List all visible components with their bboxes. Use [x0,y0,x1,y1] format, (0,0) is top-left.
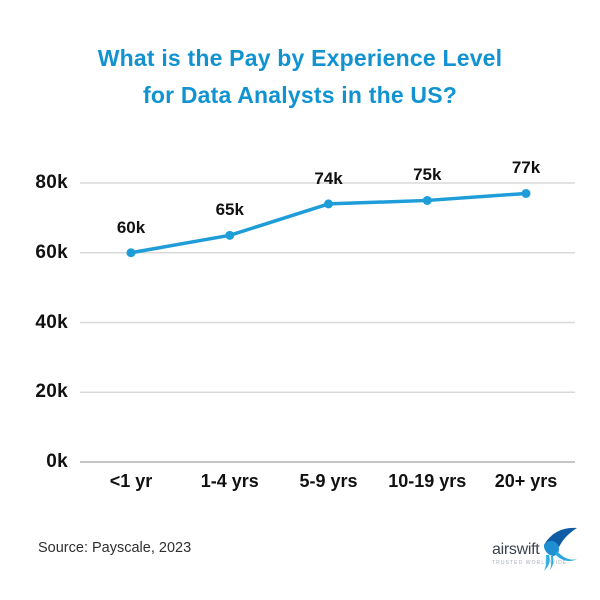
data-point-label: 75k [413,165,442,185]
data-point [225,230,235,240]
x-tick-label: 1-4 yrs [200,471,259,491]
y-tick-label: 80k [35,172,68,193]
data-point-label: 65k [215,200,244,220]
data-point [126,248,136,258]
bird-lower-wing [555,551,577,562]
data-point-label: 60k [116,217,146,237]
y-tick-label: 60k [35,241,68,263]
x-tick-label: 20+ yrs [494,471,558,491]
logo-tagline: TRUSTED WORLDWIDE [492,560,568,566]
bird-body [544,540,559,556]
y-tick-label: 40k [35,311,68,333]
x-tick-label: <1 yr [109,471,153,491]
x-tick-label: 5-9 yrs [299,471,358,491]
airswift-logo: airswift TRUSTED WORLDWIDE [492,526,584,576]
logo-text-block: airswift TRUSTED WORLDWIDE [492,541,568,567]
data-point-label: 77k [511,158,541,178]
data-point-label: 74k [314,168,343,188]
data-point [521,188,531,198]
chart-title-line1: What is the Pay by Experience Level [97,45,503,71]
data-point [324,199,333,209]
y-tick-label: 20k [35,381,68,403]
data-point [422,195,432,205]
source-note: Source: Payscale, 2023 [38,540,192,556]
x-tick-label: 10-19 yrs [388,471,467,491]
chart-title: What is the Pay by Experience Level for D… [0,40,600,114]
swift-bird-icon [544,527,577,571]
chart-title-line2: for Data Analysts in the US? [142,82,458,108]
bird-tail-streamer-2 [550,556,554,570]
y-tick-label: 0k [46,451,68,472]
bird-tail-streamer [544,555,550,571]
logo-wordmark: airswift [492,541,540,558]
